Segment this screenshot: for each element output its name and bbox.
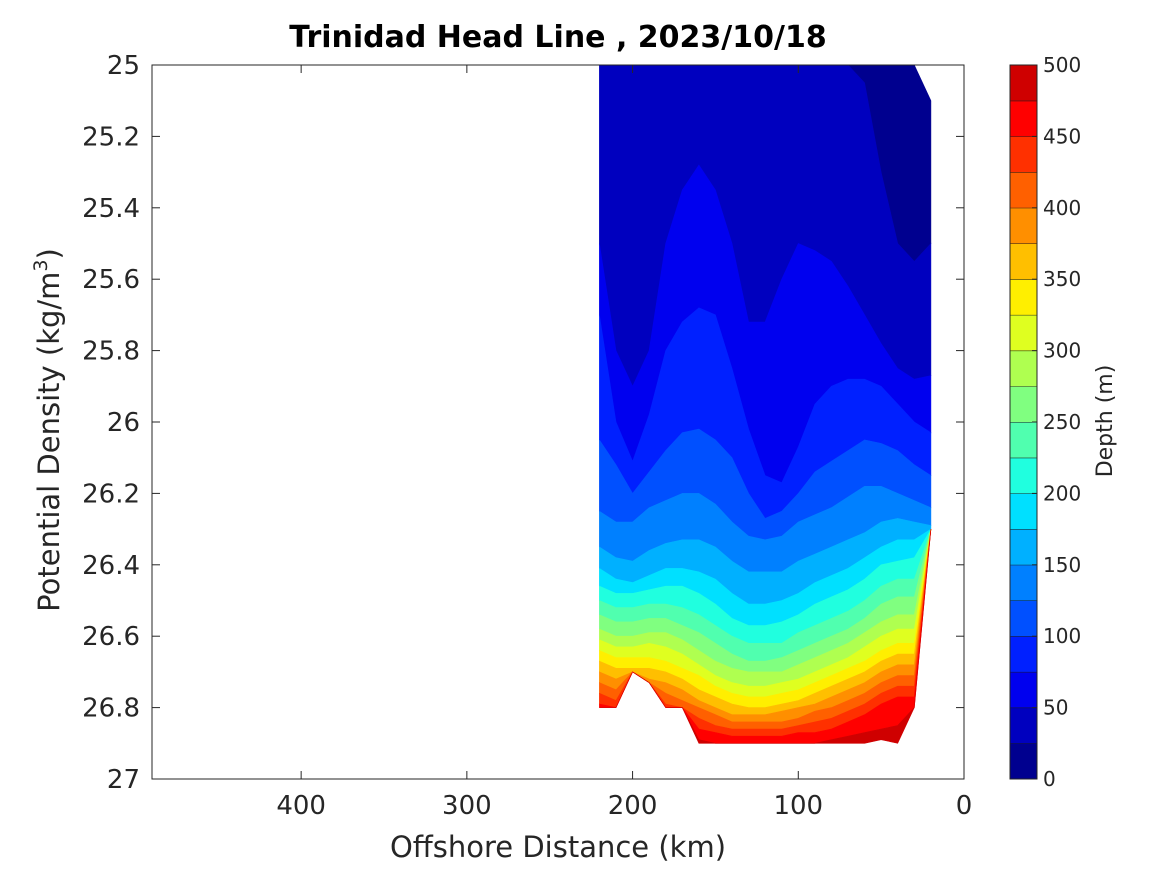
colorbar-segment-400 [1010,172,1037,208]
colorbar-segment-75 [1010,636,1037,672]
colorbar: 0 50 100 150 200 250 300 350 400 450 500 [1009,53,1081,791]
chart-title: Trinidad Head Line , 2023/10/18 [289,20,826,55]
colorbar-tick-label: 450 [1043,124,1081,148]
colorbar-tick-label: 500 [1043,53,1081,77]
contour-fill-layer [599,65,932,744]
colorbar-segment-275 [1010,350,1037,387]
y-tick-label: 25.4 [82,194,140,224]
colorbar-segment-300 [1010,314,1037,351]
colorbar-title: Depth (m) [1093,365,1118,478]
y-axis-title-superscript: 3 [30,259,52,271]
colorbar-segment-325 [1010,279,1037,315]
colorbar-segment-125 [1010,564,1037,601]
colorbar-tick-label: 150 [1043,553,1081,577]
x-axis-title: Offshore Distance (km) [390,830,726,864]
colorbar-segment-250 [1010,386,1037,422]
colorbar-tick-label: 50 [1043,696,1068,720]
y-tick-label: 25 [107,51,140,81]
x-tick-label: 200 [608,791,658,821]
colorbar-tick-label: 300 [1043,339,1081,363]
colorbar-tick-label: 200 [1043,481,1081,505]
y-tick-label: 27 [107,765,140,795]
colorbar-tick-label: 400 [1043,196,1081,220]
colorbar-tick-label: 250 [1043,410,1081,434]
y-tick-label: 26.4 [82,551,140,581]
contour-band-0 [599,65,932,262]
y-tick-label: 26.6 [82,622,140,652]
colorbar-segment-0 [1010,743,1037,779]
y-tick-label: 26.8 [82,694,140,724]
y-tick-label: 25.8 [82,337,140,367]
y-axis-title-closing: ) [32,248,66,259]
colorbar-segment-25 [1010,707,1037,744]
x-tick-label: 300 [442,791,492,821]
y-tick-label: 25.6 [82,265,140,295]
colorbar-segment-200 [1010,457,1037,494]
colorbar-segment-475 [1010,65,1037,101]
y-axis-title: Potential Density (kg/m3) [30,248,66,612]
colorbar-segment-50 [1010,671,1037,708]
x-tick-label: 100 [773,791,823,821]
colorbar-tick-label: 350 [1043,267,1081,291]
y-tick-label: 26.2 [82,479,140,509]
y-tick-label: 26 [107,408,140,438]
colorbar-segment-150 [1010,529,1037,565]
x-tick-label: 400 [276,791,326,821]
colorbar-segment-350 [1010,243,1037,280]
colorbar-tick-label: 100 [1043,624,1081,648]
x-tick-label: 0 [956,791,973,821]
colorbar-segment-425 [1010,136,1037,173]
colorbar-segment-450 [1010,100,1037,137]
contour-band-475 [599,529,932,744]
colorbar-segment-175 [1010,493,1037,530]
colorbar-segment-100 [1010,600,1037,637]
colorbar-segment-375 [1010,207,1037,244]
y-tick-label: 25.2 [82,122,140,152]
colorbar-tick-label: 0 [1043,767,1056,791]
y-axis-title-main: Potential Density (kg/m [32,272,66,612]
colorbar-segment-225 [1010,422,1037,458]
axis-ticks: 400 300 200 100 0 25 25.2 25.4 25.6 25.8 26 26.2 26.… [82,51,972,821]
